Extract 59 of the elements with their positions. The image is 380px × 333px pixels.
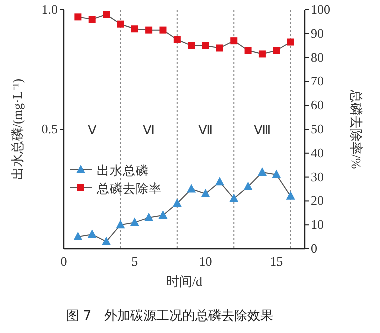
y2-tick-label: 0 [311, 241, 318, 256]
y2-tick-label: 30 [311, 169, 324, 184]
point [172, 198, 182, 208]
point [160, 26, 167, 34]
point [131, 26, 138, 33]
point [130, 218, 140, 226]
legend-label: 出水总磷 [97, 163, 149, 178]
y2-axis-title: 总磷去除率/% [349, 88, 364, 170]
point [286, 191, 296, 200]
annotation: Ⅵ [143, 122, 156, 138]
x-tick-label: 0 [60, 254, 68, 269]
point [144, 212, 154, 222]
y-axis-title: 出水总磷/(mg·L⁻¹) [10, 78, 25, 180]
text: 图 7 外加碳源工况的总磷去除效果 [66, 309, 274, 324]
point [102, 236, 112, 246]
point [201, 189, 210, 198]
y2-tick-label: 90 [311, 26, 324, 41]
y2-tick-label: 50 [311, 122, 324, 136]
x-tick-label: 5 [132, 254, 138, 269]
y2-tick-label: 80 [311, 50, 324, 65]
x-axis-title: 时间/d [166, 274, 204, 289]
annotation: Ⅷ [254, 122, 271, 138]
point [74, 14, 82, 21]
y2-tick-label: 100 [311, 2, 330, 17]
annotation: Ⅶ [198, 122, 214, 138]
point [230, 194, 239, 202]
y2-tick-label: 40 [311, 145, 324, 160]
point [174, 36, 181, 44]
y2-tick-label: 20 [311, 193, 324, 208]
point [158, 210, 168, 220]
x-tick-label: 15 [270, 254, 284, 269]
legend-label: 总磷去除率 [96, 181, 162, 196]
point [187, 184, 196, 193]
y2-tick-label: 70 [311, 74, 324, 89]
y-tick-label: 0.5 [42, 122, 58, 136]
point [216, 44, 224, 52]
point [88, 16, 96, 24]
point [244, 47, 252, 54]
point [202, 42, 210, 50]
point [272, 170, 282, 178]
point [230, 38, 238, 45]
point [74, 232, 83, 241]
point [188, 42, 196, 50]
point [103, 11, 110, 18]
y2-tick-label: 60 [311, 98, 324, 113]
y2-tick-label: 10 [311, 217, 324, 232]
point [287, 38, 294, 46]
point [146, 26, 153, 34]
point [88, 230, 97, 238]
point [258, 50, 266, 58]
point [244, 182, 253, 190]
y-tick-label: 1.0 [42, 2, 58, 17]
point [117, 20, 124, 28]
point [215, 177, 224, 186]
point [273, 47, 280, 54]
x-tick-label: 10 [199, 254, 212, 269]
point [258, 168, 267, 176]
point [116, 220, 126, 229]
annotation: Ⅴ [88, 122, 97, 138]
